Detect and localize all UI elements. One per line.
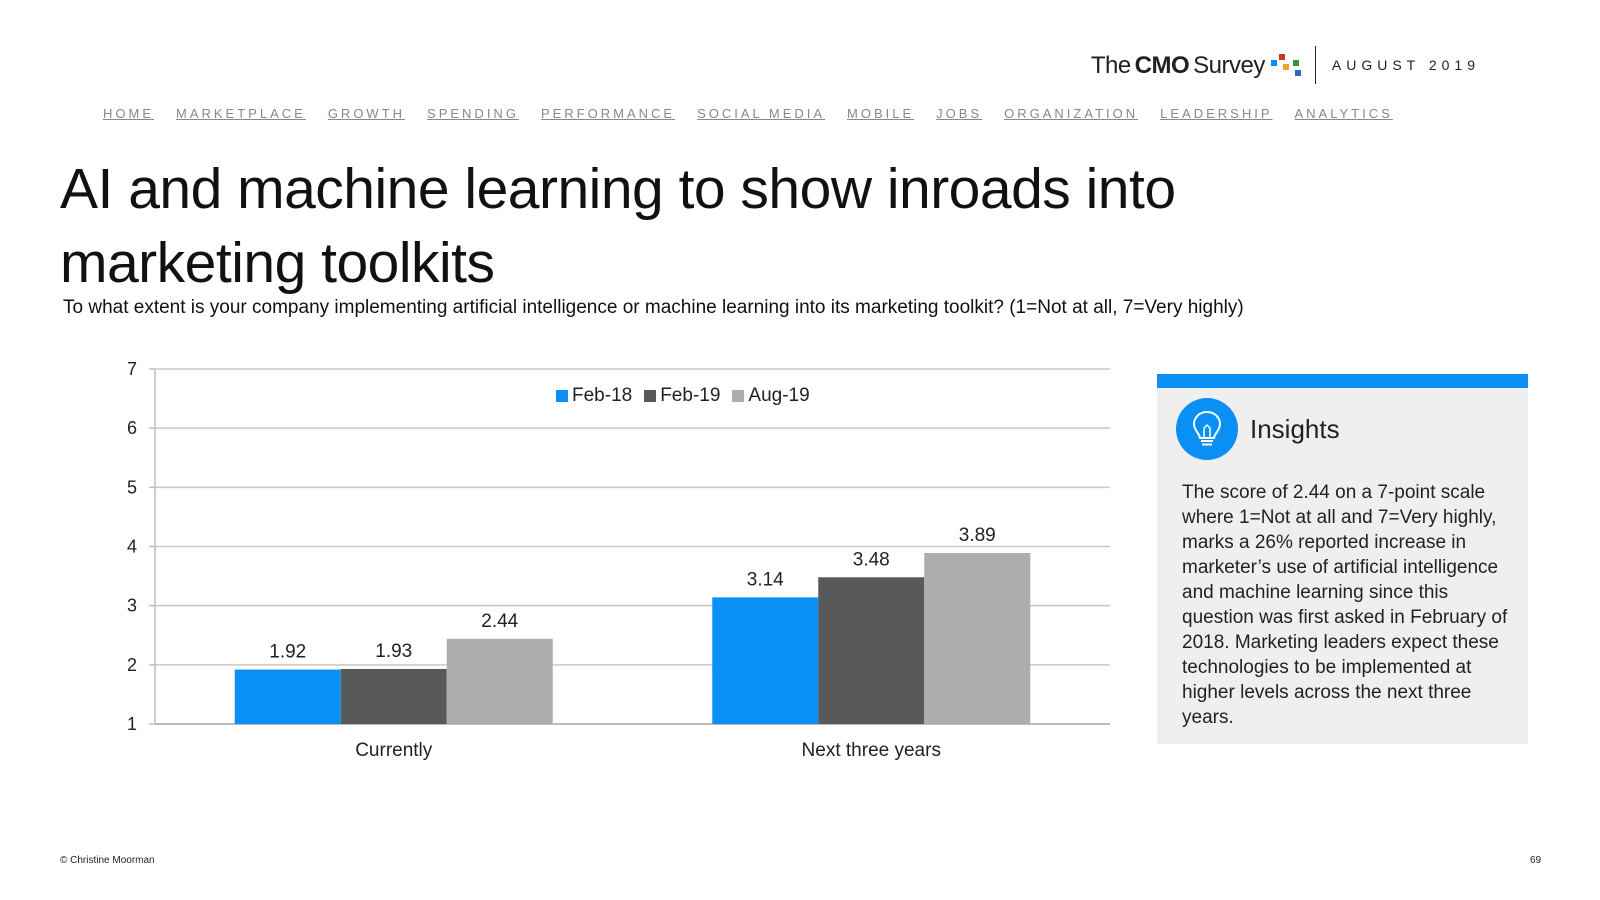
bar-feb-18-currently <box>234 669 341 724</box>
data-label: 2.44 <box>481 611 518 632</box>
bar-aug-19-currently <box>446 638 553 724</box>
logo-the: The <box>1090 52 1131 79</box>
nav-performance[interactable]: PERFORMANCE <box>540 106 676 121</box>
legend-item-aug-19: Aug-19 <box>732 385 810 407</box>
y-tick-label: 2 <box>127 655 137 675</box>
nav-jobs[interactable]: JOBS <box>936 106 983 121</box>
nav-growth[interactable]: GROWTH <box>327 106 406 121</box>
page-number: 69 <box>1530 855 1542 866</box>
nav-analytics[interactable]: ANALYTICS <box>1294 106 1393 121</box>
legend-item-feb-19: Feb-19 <box>644 385 720 407</box>
header: The CMO Survey AUGUST 2019 <box>1091 46 1480 84</box>
nav-organization[interactable]: ORGANIZATION <box>1004 106 1139 121</box>
question-subtitle: To what extent is your company implement… <box>63 297 1244 318</box>
cmo-survey-logo[interactable]: The CMO Survey <box>1091 50 1305 80</box>
y-tick-label: 7 <box>127 359 137 379</box>
insights-accent-bar <box>1157 374 1528 388</box>
y-tick-label: 1 <box>127 714 137 734</box>
chart-legend: Feb-18 Feb-19 Aug-19 <box>556 385 822 407</box>
nav-leadership[interactable]: LEADERSHIP <box>1160 106 1273 121</box>
y-tick-label: 3 <box>127 596 137 616</box>
logo-dots-icon <box>1269 50 1305 80</box>
logo-survey: Survey <box>1193 52 1265 79</box>
lightbulb-icon <box>1176 398 1238 460</box>
x-category-label: Next three years <box>802 740 941 761</box>
legend-label: Feb-18 <box>572 385 633 406</box>
nav-social-media[interactable]: SOCIAL MEDIA <box>697 106 826 121</box>
page-title: AI and machine learning to show inroads … <box>60 157 1176 295</box>
bar-feb-19-next-three-years <box>818 577 925 724</box>
bar-chart: 1 2 3 4 5 6 7 1.92 1.93 2.44 Currently 3.14 3.48 3.89… <box>100 355 1140 775</box>
report-date: AUGUST 2019 <box>1331 57 1480 73</box>
bar-feb-18-next-three-years <box>712 597 819 724</box>
nav-marketplace[interactable]: MARKETPLACE <box>176 106 306 121</box>
top-nav: HOME MARKETPLACE GROWTH SPENDING PERFORM… <box>103 106 1415 121</box>
legend-swatch <box>732 390 745 402</box>
logo-cmo: CMO <box>1134 52 1190 79</box>
legend-label: Feb-19 <box>660 385 721 406</box>
data-label: 3.48 <box>853 549 890 570</box>
bar-feb-19-currently <box>340 668 447 724</box>
insights-text: The score of 2.44 on a 7-point scale whe… <box>1182 482 1508 728</box>
y-tick-label: 4 <box>127 537 137 557</box>
nav-spending[interactable]: SPENDING <box>427 106 519 121</box>
legend-swatch <box>556 390 568 402</box>
data-label: 1.92 <box>269 642 306 663</box>
x-category-label: Currently <box>355 740 433 761</box>
data-label: 3.89 <box>959 525 996 546</box>
legend-label: Aug-19 <box>748 385 810 406</box>
nav-home[interactable]: HOME <box>103 106 154 121</box>
legend-item-feb-18: Feb-18 <box>556 385 632 407</box>
header-divider <box>1314 46 1316 84</box>
legend-swatch <box>644 390 657 402</box>
insights-panel: Insights The score of 2.44 on a 7-point … <box>1157 374 1528 744</box>
data-label: 1.93 <box>375 641 412 662</box>
copyright: © Christine Moorman <box>60 855 155 866</box>
bar-chart-svg: 1 2 3 4 5 6 7 1.92 1.93 2.44 Currently 3.14 3.48 3.89… <box>127 359 1110 761</box>
bar-aug-19-next-three-years <box>924 553 1031 724</box>
y-tick-label: 6 <box>127 418 137 438</box>
y-tick-label: 5 <box>127 477 137 497</box>
nav-mobile[interactable]: MOBILE <box>847 106 915 121</box>
insights-title: Insights <box>1250 414 1340 444</box>
data-label: 3.14 <box>747 569 784 590</box>
